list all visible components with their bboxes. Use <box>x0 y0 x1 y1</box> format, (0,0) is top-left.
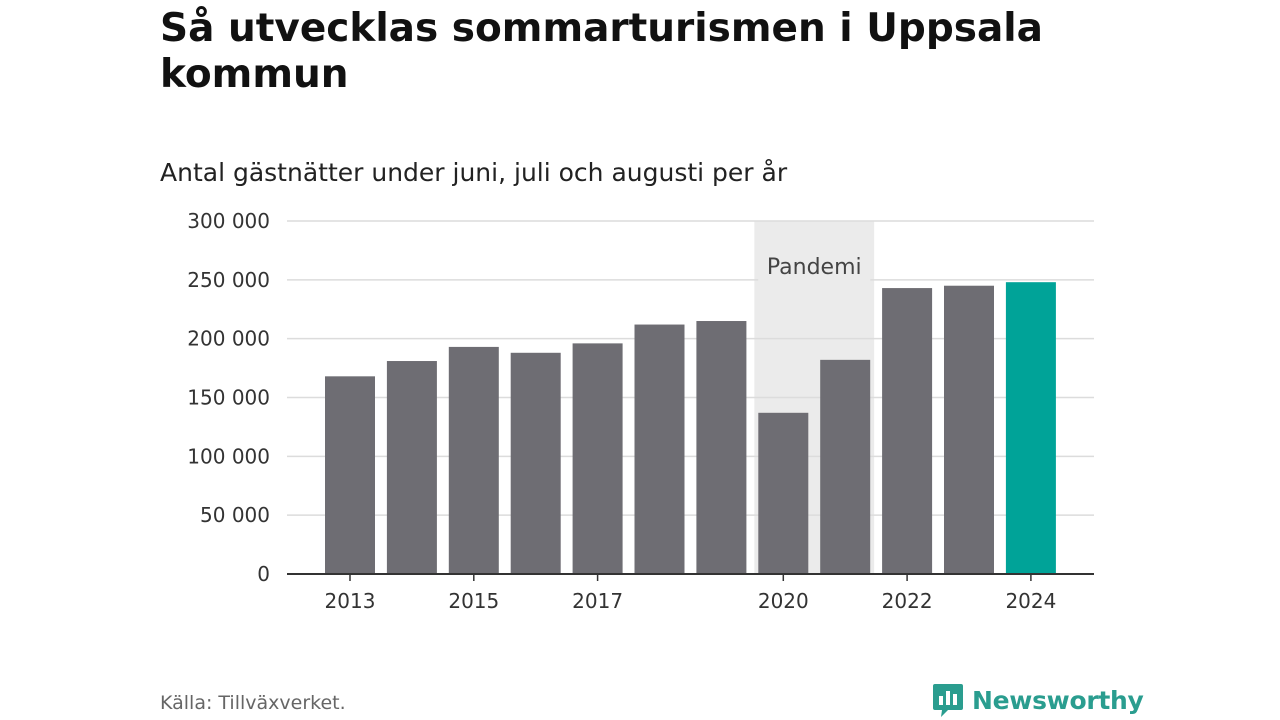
bar-2015 <box>448 346 499 574</box>
bar-2019 <box>696 321 747 574</box>
bar-2021 <box>820 359 871 574</box>
bar-2022 <box>882 288 933 574</box>
x-tick-label: 2015 <box>448 589 499 613</box>
bar-2013 <box>325 376 375 574</box>
bar-2023 <box>944 285 994 574</box>
x-tick-label: 2024 <box>1005 589 1056 613</box>
bar-2017 <box>572 343 623 574</box>
chart-subtitle: Antal gästnätter under juni, juli och au… <box>160 158 788 187</box>
newsworthy-logo-text: Newsworthy <box>972 685 1144 715</box>
source-note: Källa: Tillväxverket. <box>160 692 346 714</box>
y-tick-label: 150 000 <box>187 386 270 410</box>
y-tick-label: 250 000 <box>187 268 270 292</box>
bar-chart: 0 50 000 100 000 150 000 200 000 250 000 300 0… <box>187 209 1094 613</box>
x-tick-label: 2022 <box>882 589 933 613</box>
bar-2020 <box>758 412 809 574</box>
bar-2018 <box>634 324 685 574</box>
y-tick-label: 0 <box>257 562 270 586</box>
newsworthy-logo: Newsworthy <box>932 682 1144 718</box>
x-tick-label: 2013 <box>325 589 376 613</box>
y-tick-label: 50 000 <box>200 503 270 527</box>
bar-2024 <box>1005 282 1056 574</box>
x-tick-label: 2017 <box>572 589 623 613</box>
y-tick-label: 200 000 <box>187 327 270 351</box>
y-tick-label: 100 000 <box>187 444 270 468</box>
newsworthy-logo-icon <box>933 684 963 717</box>
bar-2014 <box>386 361 437 574</box>
bar-2016 <box>510 352 561 574</box>
chart-title: Så utvecklas sommarturismen i Uppsala ko… <box>160 6 1043 97</box>
pandemic-label: Pandemi <box>767 255 862 280</box>
pandemic-label-background <box>758 248 871 282</box>
x-tick-label: 2020 <box>758 589 809 613</box>
y-tick-label: 300 000 <box>187 209 270 233</box>
